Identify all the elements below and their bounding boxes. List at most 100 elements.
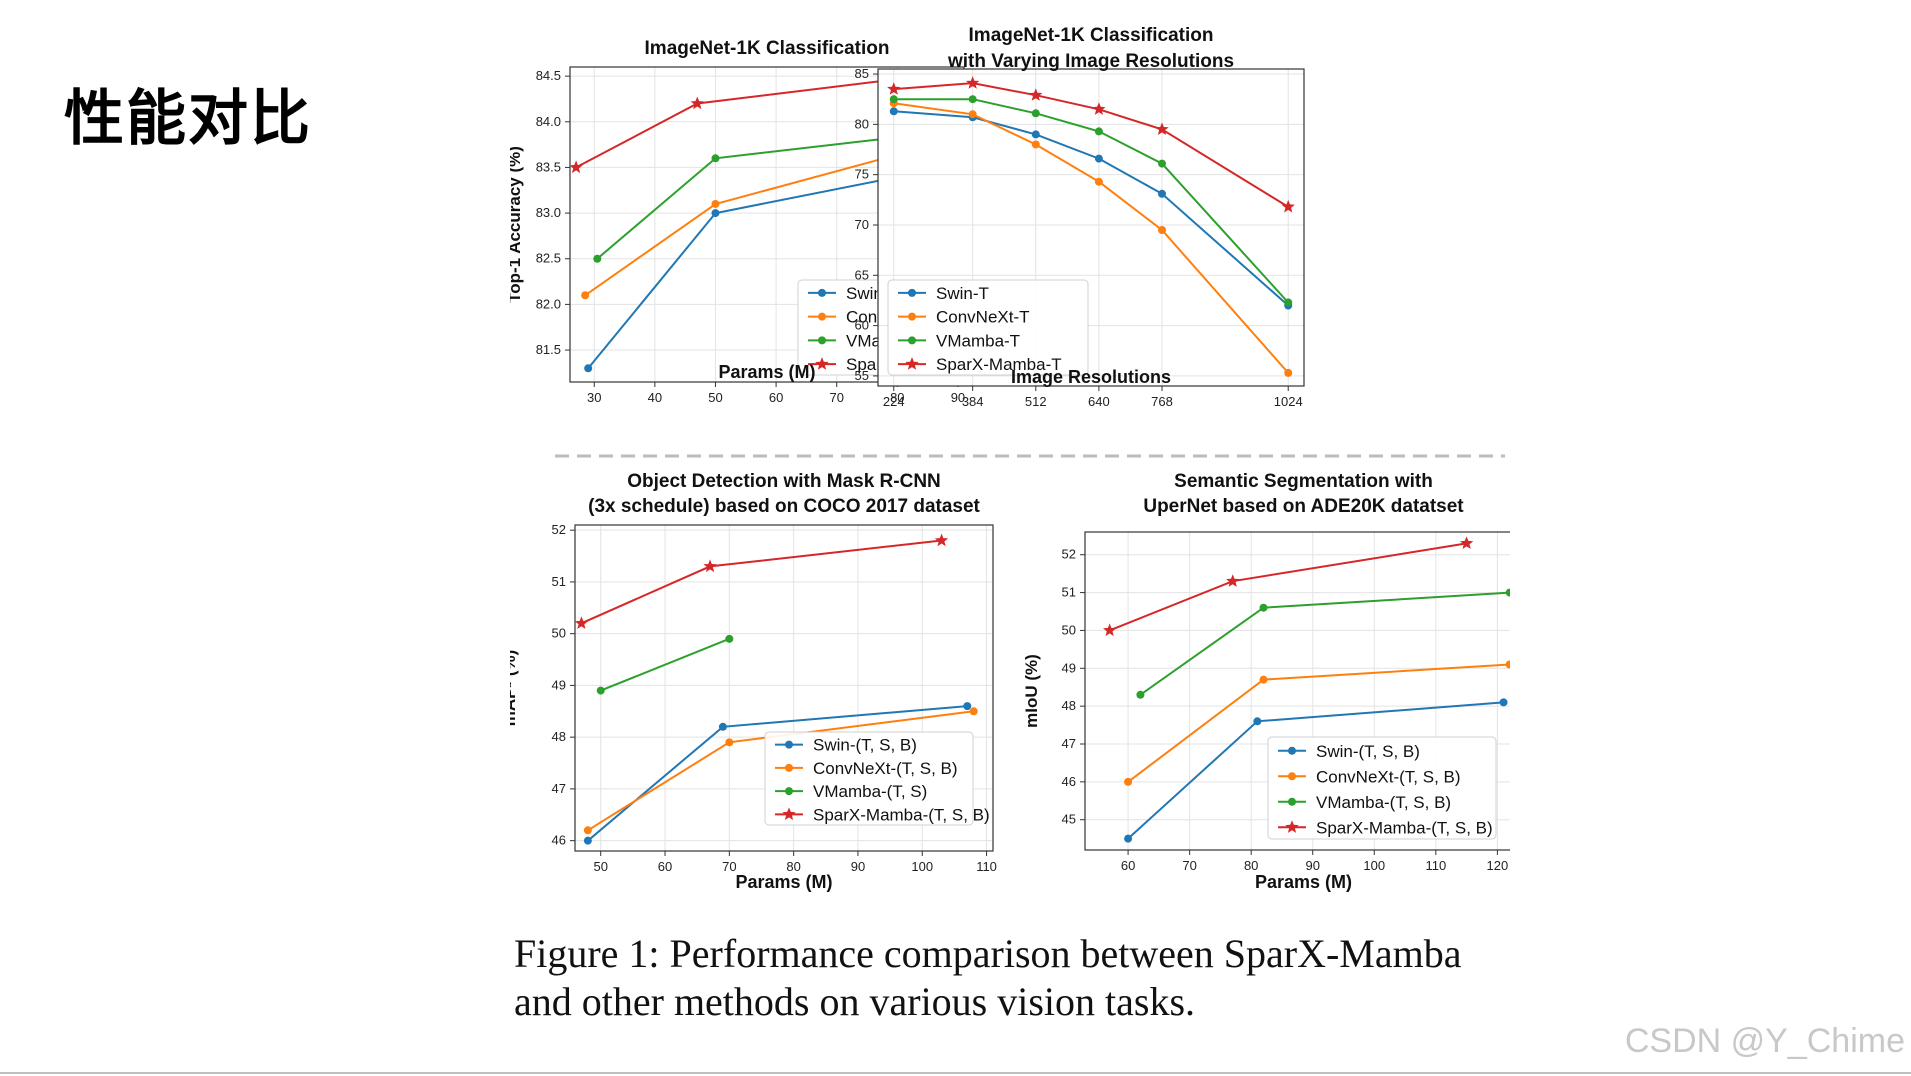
figure-panel: 30 40 50 60 70 80 90 81.5 82.0 82.5 83.0 83.5 84.0 84… <box>510 10 1510 900</box>
legend-label: SparX-Mamba-(T, S, B) <box>1316 818 1493 837</box>
tick-label-x: 110 <box>976 859 997 874</box>
legend: Swin-T ConvNeXt-T VMamba-T SparX-Mamba-T <box>887 279 1089 376</box>
data-point-sparx <box>1459 536 1474 549</box>
legend-marker-vmamba <box>818 336 826 345</box>
tick-label-y: 50 <box>1062 622 1076 637</box>
legend-marker-vmamba <box>908 336 916 345</box>
legend-box <box>887 279 1089 376</box>
data-point-sparx <box>934 533 949 547</box>
tick-label-x: 30 <box>587 390 601 405</box>
data-point-convnext <box>1124 777 1133 786</box>
data-point-sparx <box>966 76 980 89</box>
tick-label-y: 51 <box>552 574 566 589</box>
chart-4-xlabel: Params (M) <box>1255 872 1352 892</box>
data-point-swin <box>1499 698 1508 707</box>
data-point-swin <box>1253 717 1262 726</box>
series-line-sparx <box>893 82 1289 208</box>
tick-label-y: 82.5 <box>536 251 561 266</box>
tick-label-y: 48 <box>552 729 566 744</box>
chart-2-xlabel: Image Resolutions <box>1011 367 1171 387</box>
chart-2-title: with Varying Image Resolutions <box>947 51 1234 72</box>
tick-label-y: 48 <box>1062 698 1076 713</box>
data-point-swin <box>1158 189 1166 198</box>
legend-marker-convnext <box>1288 772 1296 781</box>
legend-label: SparX-Mamba-(T, S, B) <box>813 805 990 824</box>
tick-label-x: 40 <box>648 390 662 405</box>
data-point-vmamba <box>711 154 720 163</box>
legend-label: ConvNeXt-T <box>936 308 1030 327</box>
data-point-sparx <box>703 559 717 573</box>
chart-1-ylabel: Top-1 Accuracy (%) <box>510 146 524 303</box>
tick-label-x: 512 <box>1025 394 1047 409</box>
chart-3-xlabel: Params (M) <box>735 872 832 892</box>
data-point-swin <box>889 107 898 116</box>
tick-label-x: 70 <box>722 859 736 874</box>
data-point-sparx <box>1092 102 1106 115</box>
series-line-convnext <box>893 102 1289 374</box>
data-point-convnext <box>581 291 590 300</box>
tick-label-x: 90 <box>951 390 965 405</box>
data-point-sparx <box>1103 623 1117 637</box>
data-point-vmamba <box>1259 603 1268 612</box>
caption-line-1: Figure 1: Performance comparison between… <box>514 931 1462 976</box>
tick-label-y: 46 <box>552 833 566 848</box>
tick-label-x: 224 <box>883 394 905 409</box>
data-point-vmamba <box>1284 298 1293 307</box>
tick-label-x: 80 <box>890 390 904 405</box>
tick-label-x: 60 <box>769 390 783 405</box>
legend-label: Swin-T <box>936 284 989 303</box>
data-point-convnext <box>968 110 977 119</box>
data-point-convnext <box>1031 140 1040 149</box>
chart-3-ylabel: mAPᵇ (%) <box>510 650 519 727</box>
data-point-swin <box>1124 834 1133 843</box>
chart-2-title: ImageNet-1K Classification <box>969 25 1214 46</box>
tick-label-x: 384 <box>962 394 984 409</box>
legend-label: VMamba-(T, S, B) <box>1316 793 1451 812</box>
tick-label-x: 60 <box>1121 858 1135 873</box>
data-point-swin <box>1094 154 1103 163</box>
tick-label-y: 60 <box>855 318 869 333</box>
series-line-vmamba <box>893 98 1289 304</box>
tick-label-x: 70 <box>829 390 843 405</box>
legend-label: VMamba-(T, S) <box>813 782 927 801</box>
data-point-swin <box>711 209 720 218</box>
chart-1-xlabel: Params (M) <box>718 362 815 382</box>
tick-label-y: 47 <box>1062 736 1076 751</box>
tick-label-y: 83.0 <box>536 205 561 220</box>
legend: Swin-(T, S, B) ConvNeXt-(T, S, B) VMamba-(… <box>1267 736 1497 840</box>
bottom-rule <box>0 1072 1911 1074</box>
tick-label-y: 80 <box>855 116 869 131</box>
legend-label: ConvNeXt-(T, S, B) <box>813 759 958 778</box>
data-point-convnext <box>1158 226 1166 235</box>
data-point-vmamba <box>1136 690 1145 699</box>
tick-label-y: 84.5 <box>536 68 561 83</box>
tick-label-y: 83.5 <box>536 159 561 174</box>
legend-label: Swin-(T, S, B) <box>1316 742 1420 761</box>
legend-box <box>764 731 974 826</box>
legend-label: SparX-Mamba-T <box>936 355 1062 374</box>
tick-label-y: 49 <box>1062 660 1076 675</box>
legend-marker-sparx <box>782 807 796 820</box>
data-point-convnext <box>1505 660 1510 669</box>
tick-label-x: 50 <box>593 859 607 874</box>
legend-box <box>1267 736 1497 840</box>
data-point-convnext <box>1094 177 1103 186</box>
data-point-vmamba <box>596 686 605 695</box>
legend-marker-sparx <box>815 357 829 370</box>
data-point-sparx <box>1281 199 1295 213</box>
tick-label-y: 50 <box>552 626 566 641</box>
tick-label-x: 1024 <box>1274 394 1303 409</box>
legend-marker-convnext <box>785 763 793 772</box>
tick-label-y: 84.0 <box>536 114 561 129</box>
chart-4-title: Semantic Segmentation with <box>1174 471 1433 492</box>
tick-label-y: 52 <box>1062 547 1076 562</box>
data-point-convnext <box>1259 675 1268 684</box>
tick-label-y: 70 <box>855 217 869 232</box>
tick-label-y: 52 <box>552 522 566 537</box>
tick-label-y: 55 <box>855 368 869 383</box>
chart-1-title: ImageNet-1K Classification <box>645 38 890 59</box>
legend-marker-swin <box>908 288 916 297</box>
legend-label: Swin-(T, S, B) <box>813 736 917 755</box>
tick-label-x: 110 <box>1425 858 1446 873</box>
legend-marker-swin <box>818 288 826 297</box>
